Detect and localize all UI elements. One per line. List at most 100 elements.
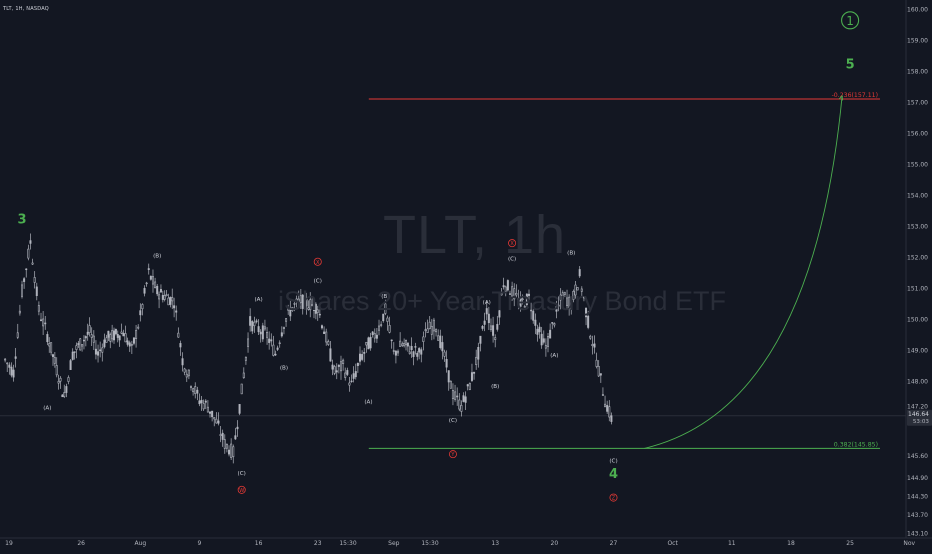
candle-body [67, 377, 70, 382]
candle-body [4, 358, 7, 361]
candle-body [587, 315, 590, 328]
candle-body [156, 285, 159, 295]
candle-body [268, 338, 271, 343]
candle-body [75, 345, 78, 350]
candle-body [356, 363, 359, 366]
candle-body [597, 365, 600, 377]
candle-body [190, 386, 193, 388]
candle-body [165, 294, 168, 296]
candle-body [236, 426, 239, 430]
candle-body [498, 310, 501, 318]
y-tick-label: 158.00 [907, 68, 928, 75]
candle-body [113, 330, 116, 341]
candle-body [382, 313, 385, 322]
candle-body [253, 321, 256, 327]
candle-body [33, 277, 36, 283]
candle-body [534, 319, 537, 326]
candle-body [238, 404, 241, 414]
candle-body [412, 351, 415, 357]
candle-body [610, 415, 613, 422]
candle-body [120, 331, 123, 334]
candle-body [159, 289, 162, 293]
candle-body [291, 307, 294, 312]
y-tick-label: 149.00 [907, 348, 928, 355]
candle-body [263, 326, 266, 330]
candle-body [527, 293, 530, 296]
candle-body [65, 386, 68, 393]
candle-body [6, 362, 9, 365]
candle-body [485, 308, 488, 315]
candle-body [606, 405, 609, 412]
candle-body [367, 337, 370, 350]
candle-body [103, 339, 106, 348]
projection-curve [644, 95, 843, 449]
candle-body [27, 248, 30, 259]
candle-body [137, 326, 140, 329]
candle-body [88, 325, 91, 333]
candle-body [143, 288, 146, 294]
candle-body [230, 443, 233, 458]
candle-body [566, 297, 569, 306]
candle-body [18, 310, 21, 314]
candle-body [513, 288, 516, 300]
candle-body [408, 351, 411, 354]
candle-body [23, 278, 26, 282]
y-tick-label: 154.00 [907, 192, 928, 199]
candle-body [167, 297, 170, 306]
candle-body [192, 388, 195, 393]
candle-body [124, 333, 127, 343]
candle-body [496, 323, 499, 330]
candle-body [369, 336, 372, 349]
candle-body [604, 403, 607, 408]
candle-body [561, 292, 564, 300]
candle-body [428, 321, 431, 330]
candle-body [185, 373, 188, 378]
candle-body [57, 381, 60, 384]
candle-body [175, 310, 178, 313]
candle-body [151, 276, 154, 285]
candle-body [601, 394, 604, 396]
candle-body [158, 294, 161, 300]
candle-body [61, 394, 64, 398]
wave-circle-label: Y [450, 452, 455, 458]
price-tag-countdown: 53:03 [913, 419, 930, 425]
candle-body [473, 371, 476, 374]
candle-body [570, 302, 573, 310]
candle-body [608, 406, 611, 418]
candle-body [464, 396, 467, 403]
candle-body [116, 334, 119, 338]
candle-body [305, 298, 308, 307]
candle-body [540, 333, 543, 346]
candle-body [181, 358, 184, 366]
x-tick-label: 19 [5, 540, 13, 547]
wave-label: (A) [550, 353, 558, 359]
candle-body [416, 352, 419, 357]
candle-body [492, 325, 495, 336]
candle-body [118, 335, 121, 341]
x-tick-label: 9 [198, 540, 202, 547]
candle-body [479, 335, 482, 344]
candle-body [375, 334, 378, 339]
candle-body [29, 240, 32, 244]
candle-body [547, 336, 550, 347]
candle-body [380, 324, 383, 326]
candle-body [132, 337, 135, 344]
candle-body [16, 332, 19, 338]
candle-body [523, 306, 526, 308]
candle-body [177, 332, 180, 338]
candle-body [441, 342, 444, 352]
candle-body [582, 296, 585, 299]
candle-body [323, 331, 326, 334]
candle-body [92, 335, 95, 343]
candle-body [388, 325, 391, 333]
candle-body [506, 280, 509, 291]
candle-body [435, 329, 438, 333]
candle-body [371, 331, 374, 335]
wave-circle [237, 485, 246, 494]
candle-body [314, 303, 317, 314]
candle-body [149, 275, 152, 280]
candle-body [544, 345, 547, 349]
candle-body [213, 417, 216, 420]
